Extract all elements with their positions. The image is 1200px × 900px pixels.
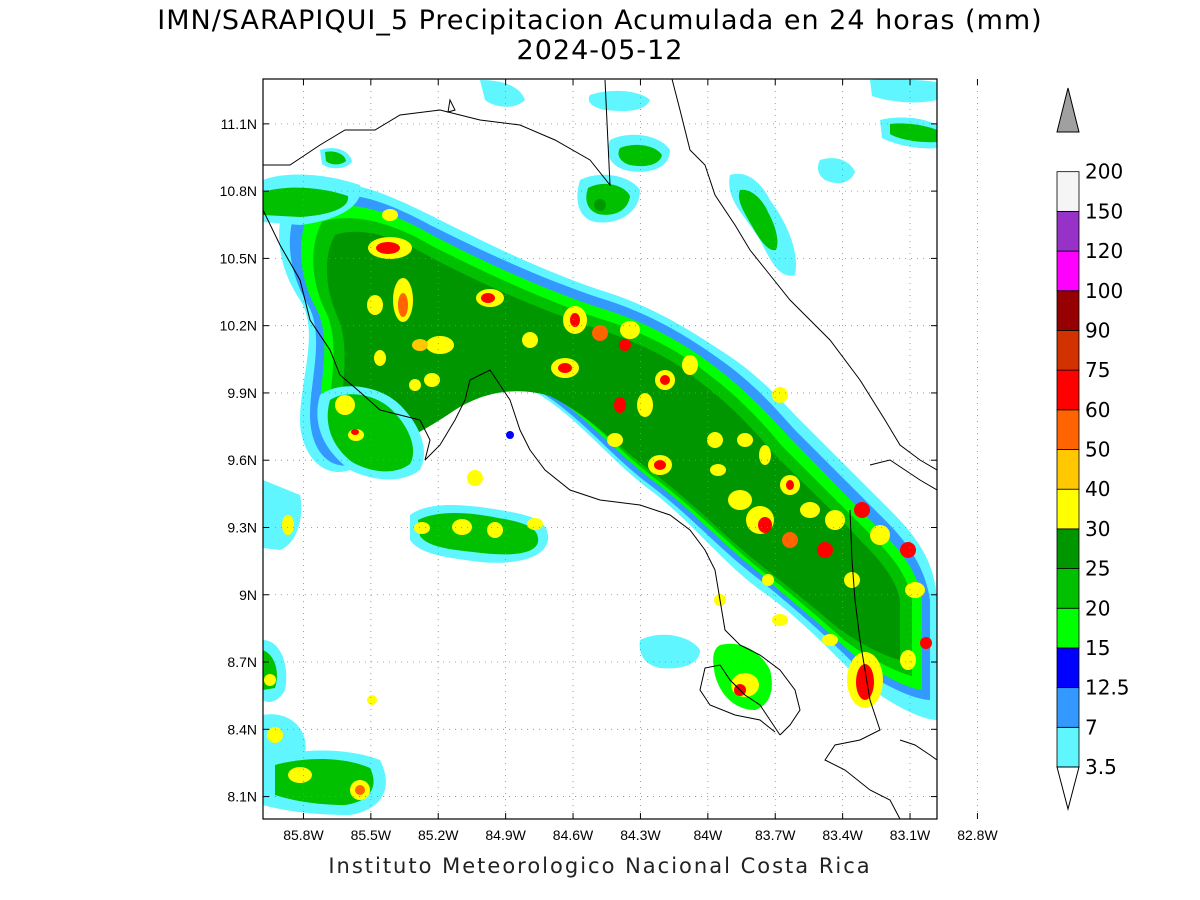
lon-tick-label: 84.6W bbox=[553, 827, 594, 843]
lat-tick-label: 9.9N bbox=[227, 385, 257, 401]
precipitation-field bbox=[263, 79, 937, 815]
colorbar-swatch bbox=[1056, 528, 1080, 569]
colorbar-swatch bbox=[1056, 607, 1080, 649]
colorbar: 3.5 7 12.5 15 20 25 30 40 50 60 75 90 100 120 150 200 bbox=[1056, 87, 1130, 811]
colorbar-label: 50 bbox=[1085, 438, 1110, 462]
colorbar-swatch bbox=[1056, 409, 1080, 450]
colorbar-label: 200 bbox=[1085, 160, 1123, 184]
colorbar-bottom-arrow bbox=[1056, 766, 1080, 811]
colorbar-label: 100 bbox=[1085, 279, 1123, 303]
colorbar-swatch bbox=[1056, 210, 1080, 252]
map-date: 2024-05-12 bbox=[516, 35, 684, 66]
colorbar-label: 75 bbox=[1085, 358, 1110, 382]
lon-tick-label: 85.8W bbox=[283, 827, 324, 843]
colorbar-label: 12.5 bbox=[1085, 676, 1130, 700]
lat-tick-label: 11.1N bbox=[221, 116, 257, 132]
lon-tick-label: 84W bbox=[693, 827, 723, 843]
lon-tick-label: 83.4W bbox=[822, 827, 863, 843]
lat-tick-label: 10.8N bbox=[220, 183, 257, 199]
panama-coast bbox=[899, 739, 937, 761]
heavy-rain-cells bbox=[264, 199, 932, 800]
lake-outline bbox=[447, 98, 456, 113]
colorbar-swatch bbox=[1056, 647, 1080, 689]
gridlines bbox=[263, 79, 978, 819]
lon-tick-label: 84.9W bbox=[485, 827, 526, 843]
colorbar-label: 7 bbox=[1085, 715, 1098, 739]
colorbar-label: 90 bbox=[1085, 318, 1110, 342]
lat-tick-label: 8.7N bbox=[227, 654, 257, 670]
map-title: IMN/SARAPIQUI_5 Precipitacion Acumulada … bbox=[157, 5, 1043, 36]
colorbar-label: 40 bbox=[1085, 477, 1110, 501]
lat-tick-label: 10.2N bbox=[220, 318, 257, 334]
lon-tick-label: 82.8W bbox=[957, 827, 998, 843]
gulf-of-nicoya bbox=[424, 369, 801, 736]
lon-tick-label: 83.1W bbox=[890, 827, 931, 843]
colorbar-swatch bbox=[1056, 250, 1080, 292]
colorbar-swatch bbox=[1056, 488, 1080, 530]
panama-border bbox=[824, 509, 901, 819]
lon-tick-label: 85.5W bbox=[351, 827, 392, 843]
longitude-axis: 85.8W 85.5W 85.2W 84.9W 84.6W 84.3W 84W 83.7W 83… bbox=[283, 79, 998, 843]
colorbar-label: 30 bbox=[1085, 517, 1110, 541]
latitude-axis: 11.1N 10.8N 10.5N 10.2N 9.9N 9.6N 9.3N 9N 8.7N 8.… bbox=[220, 116, 937, 805]
colorbar-swatch bbox=[1056, 687, 1080, 728]
lon-tick-label: 83.7W bbox=[755, 827, 796, 843]
lat-tick-label: 10.5N bbox=[220, 250, 257, 266]
colorbar-top-arrow bbox=[1056, 87, 1080, 133]
colorbar-label: 15 bbox=[1085, 636, 1110, 660]
colorbar-label: 20 bbox=[1085, 596, 1110, 620]
lat-tick-label: 8.1N bbox=[227, 789, 257, 805]
osa-peninsula bbox=[699, 664, 781, 736]
plot-frame bbox=[262, 78, 938, 820]
caribbean-coast bbox=[671, 79, 937, 471]
colorbar-swatch bbox=[1056, 330, 1080, 371]
colorbar-swatch bbox=[1056, 568, 1080, 609]
footer-credit: Instituto Meteorologico Nacional Costa R… bbox=[328, 854, 872, 878]
colorbar-swatch bbox=[1056, 449, 1080, 490]
colorbar-swatch bbox=[1056, 171, 1080, 212]
colorbar-label: 3.5 bbox=[1085, 755, 1117, 779]
colorbar-label: 60 bbox=[1085, 398, 1110, 422]
nicaragua-border bbox=[263, 79, 611, 187]
lat-tick-label: 9.6N bbox=[227, 452, 257, 468]
lon-tick-label: 85.2W bbox=[418, 827, 459, 843]
burica bbox=[869, 459, 937, 491]
colorbar-swatch bbox=[1056, 290, 1080, 331]
colorbar-swatch bbox=[1056, 726, 1080, 768]
lat-tick-label: 8.4N bbox=[227, 721, 257, 737]
colorbar-label: 25 bbox=[1085, 557, 1110, 581]
colorbar-label: 150 bbox=[1085, 199, 1123, 223]
colorbar-swatch bbox=[1056, 369, 1080, 411]
pacific-coast-nicoya bbox=[263, 209, 431, 461]
coastlines bbox=[263, 79, 937, 819]
lat-tick-label: 9N bbox=[239, 587, 257, 603]
lat-tick-label: 9.3N bbox=[227, 519, 257, 535]
lon-tick-label: 84.3W bbox=[620, 827, 661, 843]
colorbar-label: 120 bbox=[1085, 239, 1123, 263]
